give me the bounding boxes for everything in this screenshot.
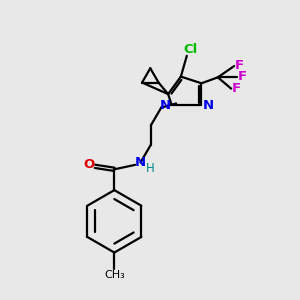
Text: H: H xyxy=(146,162,155,175)
Text: CH₃: CH₃ xyxy=(104,270,125,280)
Text: F: F xyxy=(232,82,241,94)
Text: F: F xyxy=(235,59,244,72)
Text: N: N xyxy=(135,156,146,169)
Text: Cl: Cl xyxy=(183,43,197,56)
Text: N: N xyxy=(202,99,214,112)
Text: N: N xyxy=(160,99,171,112)
Text: F: F xyxy=(238,70,247,83)
Text: O: O xyxy=(83,158,95,171)
